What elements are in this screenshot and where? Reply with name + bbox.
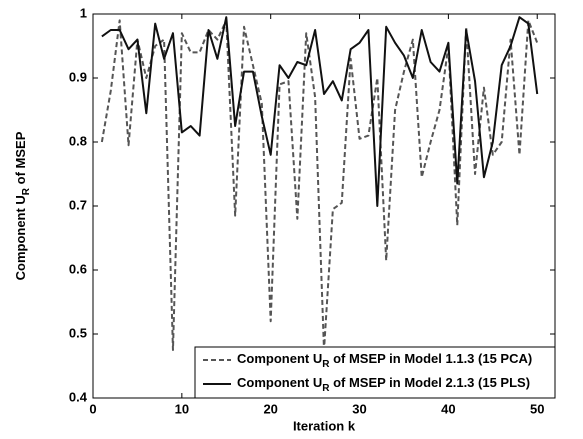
x-tick-label: 10 [175, 401, 189, 416]
y-tick-label: 0.6 [69, 261, 87, 276]
y-tick-label: 0.9 [69, 69, 87, 84]
y-tick-label: 0.5 [69, 325, 87, 340]
legend-label: Component UR of MSEP in Model 1.1.3 (15 … [237, 351, 532, 369]
x-tick-label: 40 [441, 401, 455, 416]
legend-box [194, 346, 556, 399]
y-tick-label: 0.8 [69, 133, 87, 148]
x-tick-label: 50 [530, 401, 544, 416]
legend-text: R [322, 359, 330, 370]
legend-text: of MSEP in Model 2.1.3 (15 PLS) [329, 375, 530, 390]
x-axis-label: Iteration k [293, 418, 356, 433]
y-axis-label: Component UR of MSEP [13, 131, 31, 280]
legend-text: Component U [237, 351, 322, 366]
y-tick-label: 0.7 [69, 197, 87, 212]
series-line [100, 19, 539, 351]
legend-text: of MSEP in Model 1.1.3 (15 PCA) [329, 351, 532, 366]
x-tick-label: 0 [89, 401, 96, 416]
x-tick-label: 30 [352, 401, 366, 416]
y-tick-label: 1 [80, 5, 87, 20]
legend-text: R [322, 383, 330, 394]
x-tick-label: 20 [263, 401, 277, 416]
legend-label: Component UR of MSEP in Model 2.1.3 (15 … [237, 375, 530, 393]
y-tick-label: 0.4 [69, 389, 88, 404]
series-line [101, 16, 539, 207]
legend-text: Component U [237, 375, 322, 390]
